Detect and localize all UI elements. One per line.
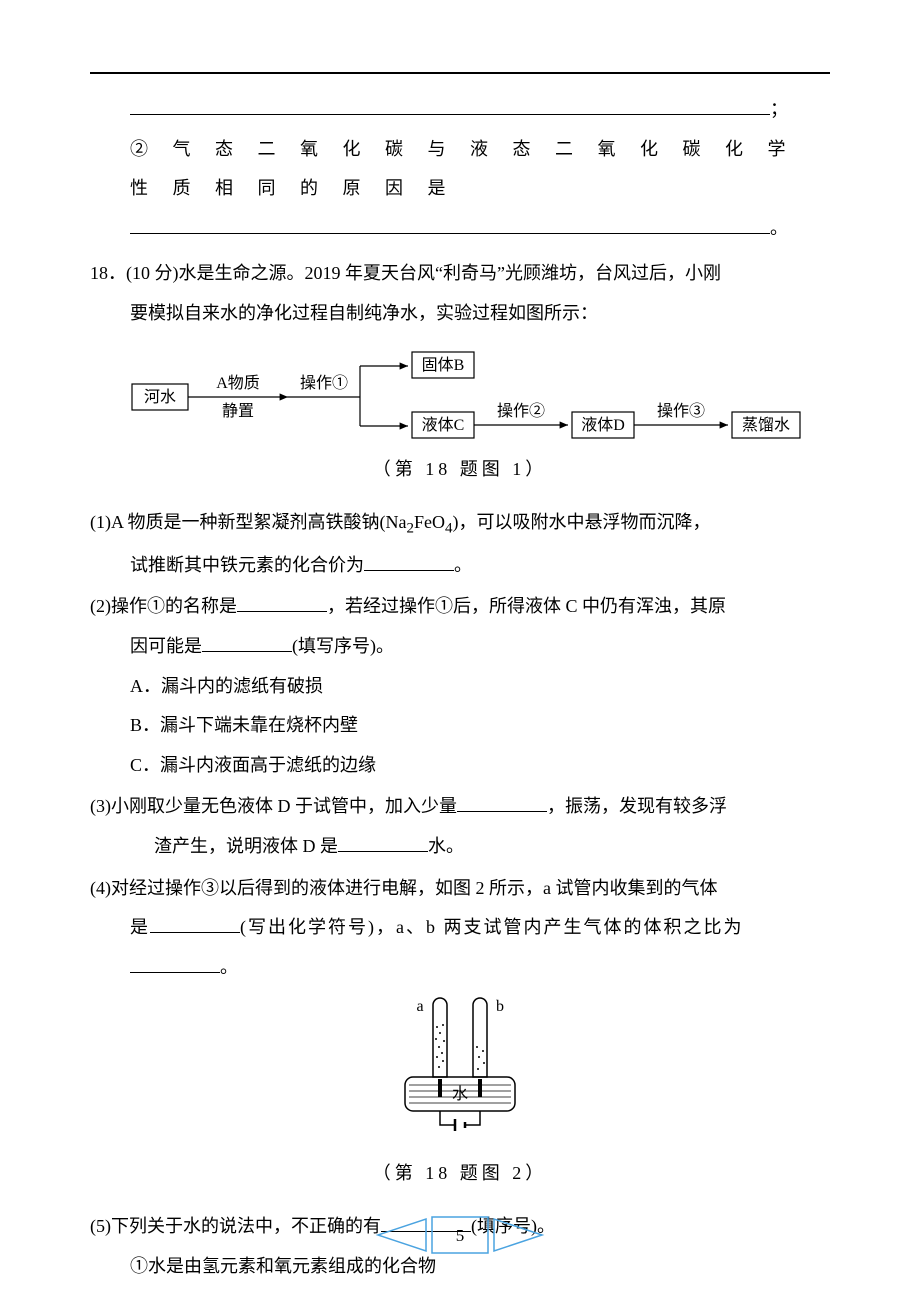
- q18-p2-blank2: [202, 629, 292, 652]
- q18-p3-line2: 渣产生，说明液体 D 是 水。: [90, 827, 830, 867]
- q18-intro: 18．(10 分)水是生命之源。2019 年夏天台风“利奇马”光顾潍坊，台风过后…: [90, 254, 830, 294]
- q18-p1a: (1)A 物质是一种新型絮凝剂高铁酸钠(Na: [90, 512, 406, 532]
- q18-p4-blank1: [150, 911, 240, 934]
- flow-op3: 操作③: [657, 402, 705, 420]
- q18-p4-blank2: [130, 950, 220, 973]
- electro-water: 水: [452, 1085, 468, 1103]
- cont-line2: ② 气 态 二 氧 化 碳 与 液 态 二 氧 化 碳 化 学 性 质 相 同 …: [90, 130, 830, 209]
- q18-p1d: 试推断其中铁元素的化合价为: [130, 555, 364, 575]
- q18-p3c: 渣产生，说明液体 D 是: [154, 836, 338, 856]
- q18-p1-line2: 试推断其中铁元素的化合价为 。: [90, 546, 830, 586]
- electro-b: b: [496, 998, 504, 1015]
- q18-p3: (3)小刚取少量无色液体 D 于试管中，加入少量 ，振荡，发现有较多浮: [90, 787, 830, 827]
- cont-blank-1: [130, 92, 770, 115]
- cont-semicolon: ；: [770, 99, 788, 119]
- q18-electrolysis: a b: [90, 997, 830, 1193]
- q18-p3d: 水。: [428, 836, 464, 856]
- q18-p3-blank2: [338, 829, 428, 852]
- q18-p4-line3: 。: [90, 948, 830, 988]
- q18-fig2-caption: （第 18 题图 2）: [90, 1154, 830, 1194]
- cont-blank-1-row: ；: [90, 90, 830, 130]
- q18-points: (10 分): [126, 263, 179, 283]
- electro-a: a: [416, 998, 423, 1015]
- q18-p2-blank1: [237, 590, 327, 613]
- page-number: 5: [456, 1226, 465, 1245]
- q18-p4c: (写出化学符号)，a、b 两支试管内产生气体的体积之比为: [240, 917, 743, 937]
- q18-intro1: 水是生命之源。2019 年夏天台风“利奇马”光顾潍坊，台风过后，小刚: [179, 263, 721, 283]
- cont-period: 。: [770, 218, 788, 238]
- flow-op1: 操作①: [300, 374, 348, 392]
- q18-p1: (1)A 物质是一种新型絮凝剂高铁酸钠(Na2FeO4)，可以吸附水中悬浮物而沉…: [90, 503, 830, 546]
- q18-p3a: (3)小刚取少量无色液体 D 于试管中，加入少量: [90, 796, 457, 816]
- q18-p3b: ，振荡，发现有较多浮: [547, 796, 727, 816]
- q18-p4-line2: 是 (写出化学符号)，a、b 两支试管内产生气体的体积之比为: [90, 908, 830, 948]
- q18-p1b: FeO: [414, 512, 445, 532]
- top-rule: [90, 72, 830, 74]
- flow-liquidd: 液体D: [581, 416, 625, 434]
- flow-solidb: 固体B: [422, 356, 465, 374]
- q18-p2d: (填写序号)。: [292, 636, 394, 656]
- flow-op2: 操作②: [497, 402, 545, 420]
- q18-p2b: ，若经过操作①后，所得液体 C 中仍有浑浊，其原: [327, 596, 726, 616]
- flow-settle: 静置: [222, 402, 254, 420]
- q18-p1e: 。: [454, 555, 472, 575]
- cont-blank-2: [130, 211, 770, 234]
- body: ； ② 气 态 二 氧 化 碳 与 液 态 二 氧 化 碳 化 学 性 质 相 …: [90, 90, 830, 1287]
- q18-p2c: 因可能是: [130, 636, 202, 656]
- q18-intro2: 要模拟自来水的净化过程自制纯净水，实验过程如图所示：: [90, 294, 830, 334]
- flow-river: 河水: [144, 388, 176, 406]
- q18-p4: (4)对经过操作③以后得到的液体进行电解，如图 2 所示，a 试管内收集到的气体: [90, 869, 830, 909]
- q18-number: 18．: [90, 263, 126, 283]
- q18-fig1-caption: （第 18 题图 1）: [90, 450, 830, 490]
- q18-flowchart: 河水 A物质 静置 操作① 固体B 液体C 操作②: [130, 348, 830, 444]
- q18-p2-line2: 因可能是 (填写序号)。: [90, 627, 830, 667]
- q18-choiceA: A．漏斗内的滤纸有破损: [90, 667, 830, 707]
- q18-p3-blank1: [457, 790, 547, 813]
- q18-choiceC: C．漏斗内液面高于滤纸的边缘: [90, 746, 830, 786]
- q18-p2: (2)操作①的名称是 ，若经过操作①后，所得液体 C 中仍有浑浊，其原: [90, 587, 830, 627]
- cont-blank-2-row: 。: [90, 209, 830, 249]
- electro-svg: a b: [375, 997, 545, 1137]
- page: ； ② 气 态 二 氧 化 碳 与 液 态 二 氧 化 碳 化 学 性 质 相 …: [0, 0, 920, 1302]
- page-number-ornament: 5: [0, 1213, 920, 1262]
- flow-liquidc: 液体C: [422, 416, 465, 434]
- q18-p2a: (2)操作①的名称是: [90, 596, 237, 616]
- flow-svg: 河水 A物质 静置 操作① 固体B 液体C 操作②: [130, 348, 810, 444]
- q18-p1-blank: [364, 548, 454, 571]
- q18-p4b: 是: [130, 917, 150, 937]
- flow-distilled: 蒸馏水: [742, 416, 790, 434]
- q18-choiceB: B．漏斗下端未靠在烧杯内壁: [90, 706, 830, 746]
- q18-p1s1: 2: [406, 521, 414, 537]
- q18-p1c: )，可以吸附水中悬浮物而沉降，: [452, 512, 710, 532]
- q18-p4d: 。: [220, 957, 238, 977]
- flow-a: A物质: [216, 374, 260, 392]
